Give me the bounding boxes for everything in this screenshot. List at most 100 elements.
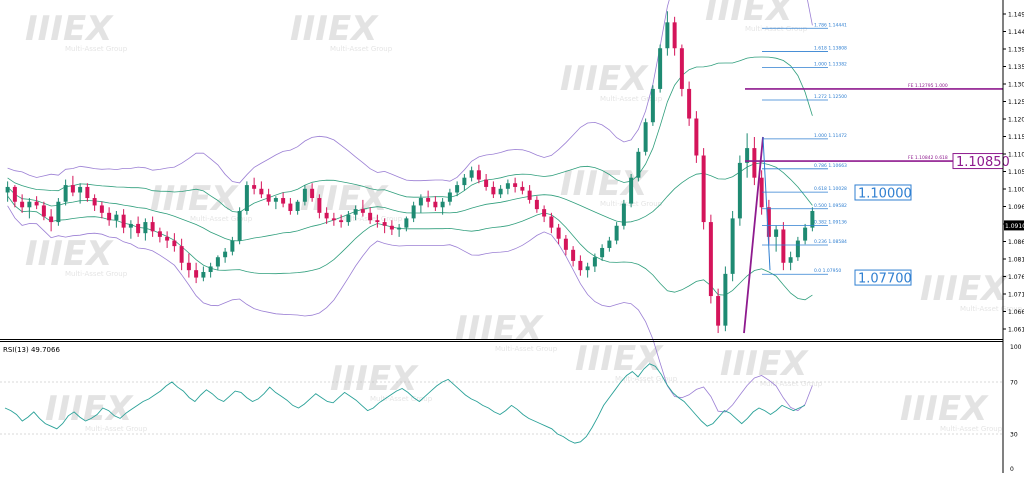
watermark-tagline: Multi-Asset Group [940, 425, 1003, 433]
candle-body [563, 238, 568, 250]
current-price-label: 1.09106 [1005, 223, 1024, 230]
candle-body [766, 207, 771, 237]
price-tick-label: 1.06170 [1008, 327, 1024, 334]
swing-trendline-down [762, 136, 771, 271]
candle-body [621, 203, 626, 226]
bollinger-upper-band [7, 0, 813, 184]
candle-body [302, 188, 307, 202]
candle-body [389, 225, 394, 230]
watermark-tagline: Multi-Asset Group [65, 270, 128, 278]
price-tick-label: 1.14970 [1008, 12, 1024, 19]
candle-body [49, 216, 54, 223]
fib-retracement-label: 0.236 1.08584 [814, 239, 847, 245]
price-tick-label: 1.11550 [1008, 134, 1024, 141]
candle-body [672, 22, 677, 49]
watermark-logo-text: IIIEX [150, 179, 239, 219]
candle-body [114, 214, 119, 221]
watermark-tagline: Multi-Asset Group [745, 25, 808, 33]
candle-body [614, 225, 619, 241]
price-tick-label: 1.08130 [1008, 257, 1024, 264]
candle-body [70, 185, 75, 193]
candle-body [136, 223, 141, 234]
candle-body [172, 240, 177, 247]
candle-body [462, 177, 467, 186]
candle-body [12, 186, 17, 202]
candle-body [186, 262, 191, 271]
price-tick-label: 1.10570 [1008, 169, 1024, 176]
candle-body [150, 222, 155, 232]
fib-retracement-label: 0.618 1.10028 [814, 186, 847, 192]
candle-body [404, 218, 409, 228]
candle-body [20, 201, 25, 208]
candle-body [121, 214, 126, 228]
candle-body [592, 257, 597, 267]
bollinger-inner-upper [7, 56, 813, 213]
watermark-logo-text: IIIEX [560, 59, 649, 99]
candle-body [505, 183, 510, 189]
candle-body [455, 185, 460, 193]
price-tick-label: 1.12040 [1008, 117, 1024, 124]
candle-body [288, 203, 293, 211]
candle-body [426, 198, 431, 202]
candle-body [723, 273, 728, 326]
fib-retracement-label: 0.500 1.09582 [814, 203, 847, 209]
candle-body [382, 222, 387, 226]
price-tick-label: 1.12530 [1008, 99, 1024, 106]
rsi-panel: 100 70 30 0 [0, 344, 1022, 473]
candle-body [774, 229, 779, 237]
candle-body [346, 214, 351, 223]
fib-extension-label: 1.000 1.13382 [814, 61, 847, 67]
candle-body [143, 222, 148, 234]
watermark-logo-text: IIIEX [25, 234, 114, 274]
price-tick-label: 1.14480 [1008, 29, 1024, 36]
fib-retracement-label: 0.786 1.10663 [814, 163, 847, 169]
candle-body [317, 198, 322, 213]
candle-body [491, 186, 496, 195]
candle-body [56, 201, 61, 223]
price-tick-label: 1.06660 [1008, 309, 1024, 316]
candle-body [397, 227, 402, 230]
candle-body [208, 266, 213, 273]
candle-body [244, 185, 249, 211]
candle-body [476, 170, 481, 180]
candle-body [694, 118, 699, 156]
watermark-logo-text: IIIEX [705, 0, 794, 29]
candle-body [513, 183, 518, 187]
watermark-tagline: Multi-Asset Group [600, 95, 663, 103]
candle-body [498, 188, 503, 195]
candle-body [99, 205, 104, 213]
watermark-logo-text: IIIEX [720, 344, 809, 384]
price-tick-label: 1.10080 [1008, 187, 1024, 194]
candle-body [658, 48, 663, 89]
fib-retracement-label: 0.382 1.09136 [814, 219, 847, 225]
rsi-axis-tick-label: 70 [1010, 380, 1018, 387]
candle-body [629, 177, 634, 204]
candle-body [281, 198, 286, 204]
watermark-logo-text: IIIEX [45, 389, 134, 429]
candle-body [331, 218, 336, 221]
candle-body [194, 270, 199, 278]
fibo-expansion-label: FE 1.12795 1.000 [908, 83, 948, 89]
candle-body [730, 218, 735, 274]
price-tick-label: 1.13990 [1008, 47, 1024, 54]
rsi-label: RSI(13) 49.7066 [3, 346, 60, 354]
candle-body [165, 236, 170, 241]
price-callout-text: 1.10000 [858, 186, 912, 201]
price-tick-label: 1.07640 [1008, 274, 1024, 281]
bollinger-middle [7, 162, 813, 242]
candle-body [795, 240, 800, 258]
candle-body [643, 122, 648, 152]
watermark-logo-text: IIIEX [560, 164, 649, 204]
candle-body [41, 205, 46, 217]
price-tick-label: 1.13500 [1008, 64, 1024, 71]
candle-body [85, 186, 90, 199]
candle-body [650, 88, 655, 123]
price-callout-box [854, 184, 912, 201]
